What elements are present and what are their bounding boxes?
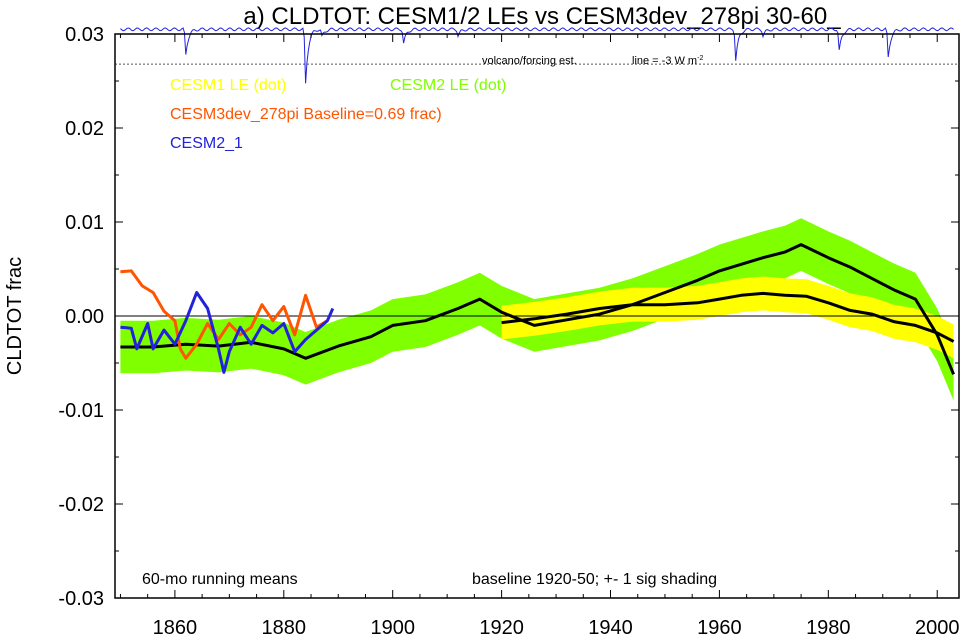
- running-means-note: 60-mo running means: [142, 571, 298, 588]
- x-tick-label: 1920: [479, 617, 524, 639]
- chart-title: a) CLDTOT: CESM1/2 LEs vs CESM3dev_278pi…: [243, 3, 841, 30]
- x-tick-label: 1860: [153, 617, 198, 639]
- x-tick-label: 1880: [262, 617, 307, 639]
- y-axis-label: CLDTOT frac: [4, 257, 26, 375]
- y-axis: -0.03 -0.02 -0.01 0.00 0.01 0.02 0.03: [58, 24, 959, 610]
- mean-line-cesm2-le: [120, 243, 955, 375]
- y-tick-label: 0.01: [65, 212, 104, 234]
- legend-cesm2-1: CESM2_1: [170, 135, 243, 152]
- y-tick-label: 0.02: [65, 118, 104, 140]
- y-tick-label: -0.02: [58, 494, 104, 516]
- x-tick-label: 2000: [915, 617, 960, 639]
- legend-cesm2-le: CESM2 LE (dot): [390, 77, 506, 94]
- y-tick-label: 0.03: [65, 24, 104, 46]
- baseline-note: baseline 1920-50; +- 1 sig shading: [472, 571, 717, 588]
- x-axis: 1860 1880 1900 1920 1940 1960 1980 2000: [119, 34, 960, 639]
- series-line-cesm3dev-278pi: [120, 269, 329, 360]
- legend-cesm1-le: CESM1 LE (dot): [170, 77, 286, 94]
- series-line-cesm2-1: [120, 291, 335, 374]
- line-label: line = -3 W m-2: [632, 55, 703, 67]
- y-tick-label: -0.03: [58, 588, 104, 610]
- x-tick-label: 1960: [697, 617, 742, 639]
- volcano-forcing-line: [120, 27, 954, 84]
- x-tick-label: 1980: [806, 617, 851, 639]
- y-tick-label: 0.00: [65, 306, 104, 328]
- band-cesm1-le: [501, 276, 954, 359]
- x-tick-label: 1900: [370, 617, 415, 639]
- x-tick-label: 1940: [588, 617, 633, 639]
- plot-area: [115, 27, 959, 401]
- legend-cesm3dev: CESM3dev_278pi Baseline=0.69 frac): [170, 106, 442, 123]
- volcano-label: volcano/forcing est.: [482, 55, 577, 67]
- y-tick-label: -0.01: [58, 400, 104, 422]
- mean-line-cesm1-le: [501, 291, 955, 343]
